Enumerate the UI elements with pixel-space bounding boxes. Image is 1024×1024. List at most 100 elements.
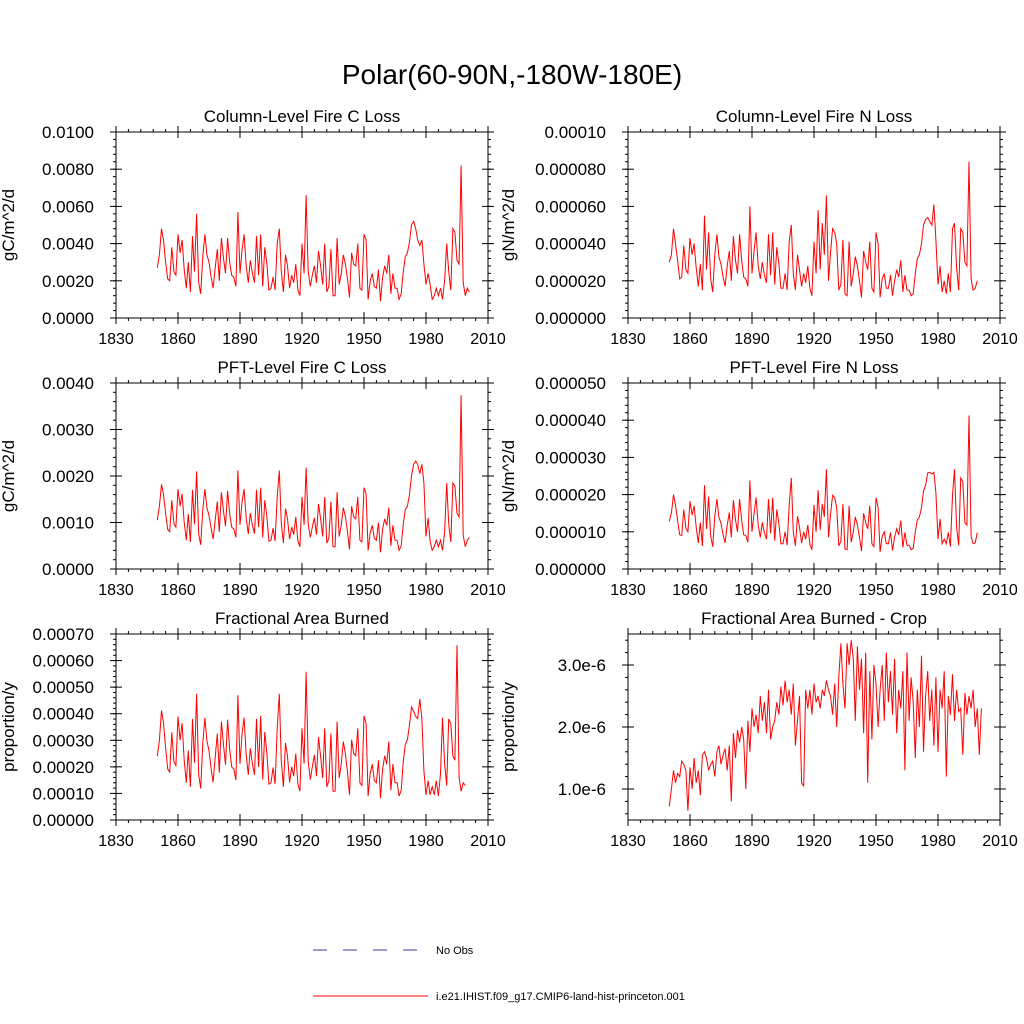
y-tick-label: 0.00050 xyxy=(33,678,94,697)
panel-title: Column-Level Fire N Loss xyxy=(716,107,913,126)
y-tick-label: 0.00010 xyxy=(33,784,94,803)
x-tick-label: 1890 xyxy=(222,833,258,850)
y-tick-label: 0.0010 xyxy=(42,514,94,533)
y-tick-label: 0.0000 xyxy=(42,560,94,579)
series-line xyxy=(668,640,982,811)
x-tick-label: 1950 xyxy=(858,833,894,850)
x-tick-label: 2010 xyxy=(982,331,1018,348)
x-tick-label: 1950 xyxy=(346,582,382,599)
x-tick-label: 2010 xyxy=(470,331,506,348)
plot-frame xyxy=(115,633,489,821)
x-tick-label: 1920 xyxy=(284,833,320,850)
panel-1: Column-Level Fire C Loss gC/m^2/d 1830 1860… xyxy=(0,107,506,348)
x-tick-label: 1890 xyxy=(222,331,258,348)
x-tick-label: 1860 xyxy=(672,331,708,348)
y-tick-label: 0.000020 xyxy=(535,272,606,291)
x-tick-label: 1980 xyxy=(408,833,444,850)
y-axis-label: gN/m^2/d xyxy=(499,440,518,512)
figure-title: Polar(60-90N,-180W-180E) xyxy=(342,59,682,90)
x-tick-label: 1830 xyxy=(98,582,134,599)
panel-4: PFT-Level Fire N Loss gN/m^2/d 1830 1860 189… xyxy=(499,358,1018,599)
series-line xyxy=(156,395,470,553)
x-tick-label: 1860 xyxy=(160,582,196,599)
y-tick-label: 0.00030 xyxy=(33,731,94,750)
y-tick-label: 2.0e-6 xyxy=(558,718,606,737)
y-tick-label: 0.0100 xyxy=(42,123,94,142)
panel-title: PFT-Level Fire C Loss xyxy=(217,358,386,377)
y-tick-label: 0.0020 xyxy=(42,467,94,486)
x-tick-label: 1890 xyxy=(734,833,770,850)
x-tick-label: 2010 xyxy=(470,582,506,599)
x-tick-label: 1980 xyxy=(920,582,956,599)
x-tick-label: 1830 xyxy=(610,582,646,599)
y-tick-label: 0.000040 xyxy=(535,411,606,430)
x-tick-label: 2010 xyxy=(470,833,506,850)
y-tick-label: 0.000040 xyxy=(535,235,606,254)
y-axis-label: gC/m^2/d xyxy=(0,440,18,512)
y-tick-label: 1.0e-6 xyxy=(558,780,606,799)
y-tick-label: 0.0060 xyxy=(42,197,94,216)
y-tick-label: 0.000000 xyxy=(535,309,606,328)
plot-frame xyxy=(627,131,1001,319)
x-tick-label: 1860 xyxy=(672,833,708,850)
x-tick-label: 1980 xyxy=(408,582,444,599)
y-tick-label: 0.00020 xyxy=(33,758,94,777)
y-tick-label: 0.0040 xyxy=(42,374,94,393)
x-tick-label: 1920 xyxy=(796,331,832,348)
y-tick-label: 0.000080 xyxy=(535,160,606,179)
y-tick-label: 3.0e-6 xyxy=(558,656,606,675)
x-tick-label: 1920 xyxy=(796,582,832,599)
x-tick-label: 1830 xyxy=(610,331,646,348)
x-tick-label: 2010 xyxy=(982,833,1018,850)
y-tick-label: 0.000020 xyxy=(535,486,606,505)
panel-title: PFT-Level Fire N Loss xyxy=(729,358,898,377)
x-tick-label: 1920 xyxy=(284,582,320,599)
legend-label-model: i.e21.IHIST.f09_g17.CMIP6-land-hist-prin… xyxy=(436,991,685,1003)
panel-5: Fractional Area Burned proportion/y 1830 18… xyxy=(0,609,506,850)
x-tick-label: 1920 xyxy=(796,833,832,850)
panel-title: Column-Level Fire C Loss xyxy=(204,107,401,126)
x-tick-label: 1950 xyxy=(858,331,894,348)
legend-label-no-obs: No Obs xyxy=(436,945,474,957)
y-tick-label: 0.00040 xyxy=(33,705,94,724)
plot-frame xyxy=(627,633,1001,821)
x-tick-label: 1890 xyxy=(734,331,770,348)
y-tick-label: 0.0020 xyxy=(42,272,94,291)
y-tick-label: 0.0080 xyxy=(42,160,94,179)
x-tick-label: 1830 xyxy=(610,833,646,850)
series-line xyxy=(668,415,978,552)
x-tick-label: 1890 xyxy=(222,582,258,599)
x-tick-label: 1980 xyxy=(408,331,444,348)
y-axis-label: gC/m^2/d xyxy=(0,189,18,261)
x-tick-label: 1950 xyxy=(346,833,382,850)
panel-title: Fractional Area Burned xyxy=(215,609,389,628)
plot-frame xyxy=(115,382,489,570)
x-tick-label: 1890 xyxy=(734,582,770,599)
y-tick-label: 0.000060 xyxy=(535,197,606,216)
y-tick-label: 0.000050 xyxy=(535,374,606,393)
y-tick-label: 0.0030 xyxy=(42,421,94,440)
x-tick-label: 2010 xyxy=(982,582,1018,599)
y-tick-label: 0.00000 xyxy=(33,811,94,830)
x-tick-label: 1950 xyxy=(858,582,894,599)
x-tick-label: 1860 xyxy=(160,833,196,850)
y-tick-label: 0.00060 xyxy=(33,652,94,671)
y-tick-label: 0.00010 xyxy=(545,123,606,142)
panel-2: Column-Level Fire N Loss gN/m^2/d 1830 1860… xyxy=(499,107,1018,348)
series-line xyxy=(156,645,466,799)
x-tick-label: 1860 xyxy=(160,331,196,348)
x-tick-label: 1830 xyxy=(98,331,134,348)
legend: No Obs i.e21.IHIST.f09_g17.CMIP6-land-hi… xyxy=(313,945,685,1003)
x-tick-label: 1980 xyxy=(920,833,956,850)
x-tick-label: 1830 xyxy=(98,833,134,850)
y-tick-label: 0.000010 xyxy=(535,523,606,542)
x-tick-label: 1980 xyxy=(920,331,956,348)
series-line xyxy=(668,161,978,298)
series-line xyxy=(156,165,470,302)
y-axis-label: gN/m^2/d xyxy=(499,189,518,261)
y-axis-label: proportion/y xyxy=(0,682,18,772)
y-tick-label: 0.000000 xyxy=(535,560,606,579)
y-axis-label: proportion/y xyxy=(499,682,518,772)
y-tick-label: 0.00070 xyxy=(33,625,94,644)
